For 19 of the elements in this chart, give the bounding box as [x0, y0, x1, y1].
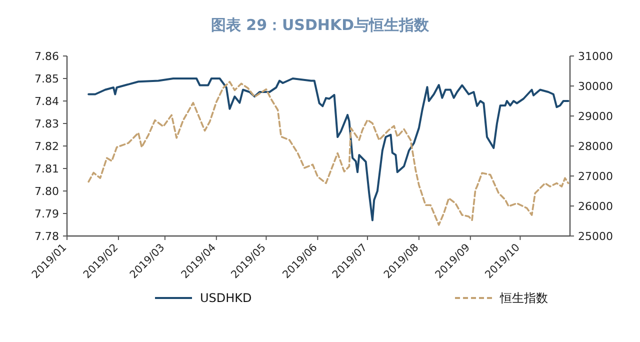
y-tick-label: 7.85: [34, 72, 59, 86]
y2-tick-label: 28000: [578, 140, 613, 153]
legend-label: USDHKD: [200, 291, 252, 305]
y-tick-label: 7.86: [34, 50, 59, 63]
y-tick-label: 7.78: [34, 230, 59, 243]
y-tick-label: 7.80: [34, 185, 59, 198]
legend-label: 恒生指数: [499, 291, 548, 305]
y-tick-label: 7.83: [34, 118, 59, 130]
chart-title: 图表 29：USDHKD与恒生指数: [210, 16, 430, 34]
y-tick-label: 7.81: [34, 162, 59, 176]
y2-tick-label: 31000: [578, 50, 613, 63]
y-tick-label: 7.82: [34, 140, 59, 153]
y2-tick-label: 29000: [578, 110, 613, 123]
y-tick-label: 7.79: [34, 208, 59, 220]
y-tick-label: 7.84: [34, 95, 59, 108]
y2-tick-label: 27000: [578, 170, 613, 183]
y2-tick-label: 25000: [578, 230, 613, 243]
y2-tick-label: 26000: [578, 200, 613, 213]
y2-tick-label: 30000: [578, 80, 613, 93]
